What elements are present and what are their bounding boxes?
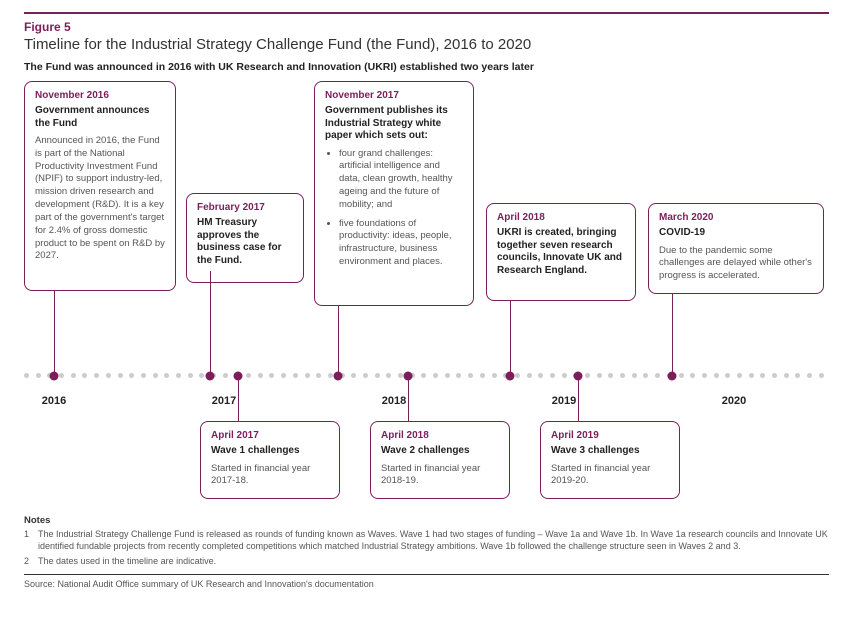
- event-date: April 2019: [551, 430, 669, 441]
- event-head: UKRI is created, bringing together seven…: [497, 227, 625, 277]
- event-stem-nov-2017: [338, 306, 339, 376]
- year-label-2019: 2019: [552, 395, 576, 407]
- event-head: Government publishes its Industrial Stra…: [325, 105, 463, 143]
- event-body-list: four grand challenges: artificial intell…: [325, 148, 463, 269]
- notes-block: Notes 1The Industrial Strategy Challenge…: [24, 515, 829, 568]
- event-dot-apr-2017-wave1: [234, 372, 243, 381]
- top-rule: [24, 12, 829, 14]
- event-dot-nov-2016: [50, 372, 59, 381]
- note-text: The Industrial Strategy Challenge Fund i…: [38, 529, 829, 552]
- timeline-stage: 2016 2017 2018 2019 2020 November 2016 Governm…: [24, 81, 829, 511]
- event-stem-apr-2017-wave1: [238, 376, 239, 421]
- event-stem-apr-2019-wave3: [578, 376, 579, 421]
- event-head: HM Treasury approves the business case f…: [197, 217, 293, 267]
- figure-label: Figure 5: [24, 20, 829, 34]
- event-head: COVID-19: [659, 227, 813, 240]
- event-body: Announced in 2016, the Fund is part of t…: [35, 135, 165, 263]
- note-text: The dates used in the timeline are indic…: [38, 556, 216, 568]
- event-stem-mar-2020-covid: [672, 293, 673, 376]
- event-date: April 2017: [211, 430, 329, 441]
- event-body: Started in financial year 2017-18.: [211, 463, 329, 489]
- event-dot-mar-2020-covid: [668, 372, 677, 381]
- note-number: 2: [24, 556, 38, 568]
- notes-list: 1The Industrial Strategy Challenge Fund …: [24, 529, 829, 568]
- event-dot-apr-2018-ukri: [506, 372, 515, 381]
- event-card-apr-2019-wave3: April 2019 Wave 3 challenges Started in fi…: [540, 421, 680, 499]
- event-head: Wave 3 challenges: [551, 445, 669, 458]
- event-card-apr-2017-wave1: April 2017 Wave 1 challenges Started in fi…: [200, 421, 340, 499]
- note-number: 1: [24, 529, 38, 552]
- figure-title: Timeline for the Industrial Strategy Cha…: [24, 36, 829, 53]
- figure-subtitle: The Fund was announced in 2016 with UK R…: [24, 61, 829, 73]
- event-date: February 2017: [197, 202, 293, 213]
- event-stem-apr-2018-wave2: [408, 376, 409, 421]
- timeline-axis: [24, 373, 829, 378]
- event-body: Due to the pandemic some challenges are …: [659, 245, 813, 283]
- event-card-apr-2018-ukri: April 2018 UKRI is created, bringing toge…: [486, 203, 636, 301]
- event-stem-feb-2017: [210, 271, 211, 376]
- source-text: Source: National Audit Office summary of…: [24, 579, 829, 589]
- event-dot-apr-2019-wave3: [574, 372, 583, 381]
- event-card-feb-2017: February 2017 HM Treasury approves the bu…: [186, 193, 304, 283]
- event-date: April 2018: [381, 430, 499, 441]
- event-dot-nov-2017: [334, 372, 343, 381]
- event-dot-feb-2017: [206, 372, 215, 381]
- event-card-nov-2017: November 2017 Government publishes its In…: [314, 81, 474, 306]
- note-row: 1The Industrial Strategy Challenge Fund …: [24, 529, 829, 552]
- year-label-2016: 2016: [42, 395, 66, 407]
- event-dot-apr-2018-wave2: [404, 372, 413, 381]
- event-head: Wave 1 challenges: [211, 445, 329, 458]
- event-head: Government announces the Fund: [35, 105, 165, 130]
- year-label-2018: 2018: [382, 395, 406, 407]
- year-label-2017: 2017: [212, 395, 236, 407]
- notes-title: Notes: [24, 515, 829, 526]
- event-date: April 2018: [497, 212, 625, 223]
- event-date: March 2020: [659, 212, 813, 223]
- event-stem-nov-2016: [54, 291, 55, 376]
- event-date: November 2016: [35, 90, 165, 101]
- event-date: November 2017: [325, 90, 463, 101]
- event-card-apr-2018-wave2: April 2018 Wave 2 challenges Started in fi…: [370, 421, 510, 499]
- event-card-mar-2020-covid: March 2020 COVID-19 Due to the pandemic so…: [648, 203, 824, 294]
- year-label-2020: 2020: [722, 395, 746, 407]
- event-stem-apr-2018-ukri: [510, 301, 511, 376]
- note-row: 2The dates used in the timeline are indi…: [24, 556, 829, 568]
- event-head: Wave 2 challenges: [381, 445, 499, 458]
- event-body: Started in financial year 2019-20.: [551, 463, 669, 489]
- event-card-nov-2016: November 2016 Government announces the Fu…: [24, 81, 176, 291]
- event-body: Started in financial year 2018-19.: [381, 463, 499, 489]
- source-rule: [24, 574, 829, 575]
